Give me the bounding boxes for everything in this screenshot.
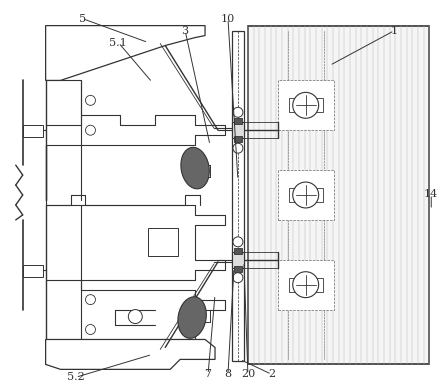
Text: 7: 7 [205, 369, 212, 379]
Polygon shape [46, 26, 205, 80]
Circle shape [233, 237, 243, 247]
Circle shape [233, 107, 243, 117]
Bar [23, 265, 43, 277]
Text: 2: 2 [268, 369, 276, 379]
Bar [248, 26, 429, 364]
Bar [232, 31, 244, 361]
Circle shape [128, 310, 142, 324]
Bar [278, 260, 334, 310]
Circle shape [293, 272, 319, 298]
Circle shape [233, 273, 243, 283]
Bar [232, 252, 244, 268]
Bar [289, 278, 323, 292]
Ellipse shape [181, 147, 209, 189]
Circle shape [293, 92, 319, 118]
Text: 5.1: 5.1 [109, 38, 127, 48]
Bar [234, 136, 242, 142]
Text: 14: 14 [424, 189, 439, 199]
Bar [234, 266, 242, 272]
Bar [278, 170, 334, 220]
Bar [23, 125, 43, 137]
Circle shape [293, 182, 319, 208]
Ellipse shape [178, 297, 206, 338]
Circle shape [85, 324, 95, 334]
Text: 1: 1 [391, 26, 398, 36]
Bar [278, 80, 334, 130]
Text: 20: 20 [241, 369, 255, 379]
Text: 3: 3 [182, 26, 189, 36]
Circle shape [85, 95, 95, 105]
Bar [232, 122, 244, 138]
Polygon shape [46, 340, 215, 369]
Circle shape [85, 294, 95, 305]
Bar [234, 248, 242, 254]
Circle shape [85, 125, 95, 135]
Bar [234, 118, 242, 124]
Circle shape [233, 143, 243, 153]
Bar [289, 188, 323, 202]
Bar [289, 98, 323, 112]
Text: 5.2: 5.2 [66, 372, 85, 382]
Text: 5: 5 [79, 14, 86, 24]
Text: 8: 8 [225, 369, 232, 379]
Bar [148, 228, 178, 256]
Text: 10: 10 [221, 14, 235, 24]
